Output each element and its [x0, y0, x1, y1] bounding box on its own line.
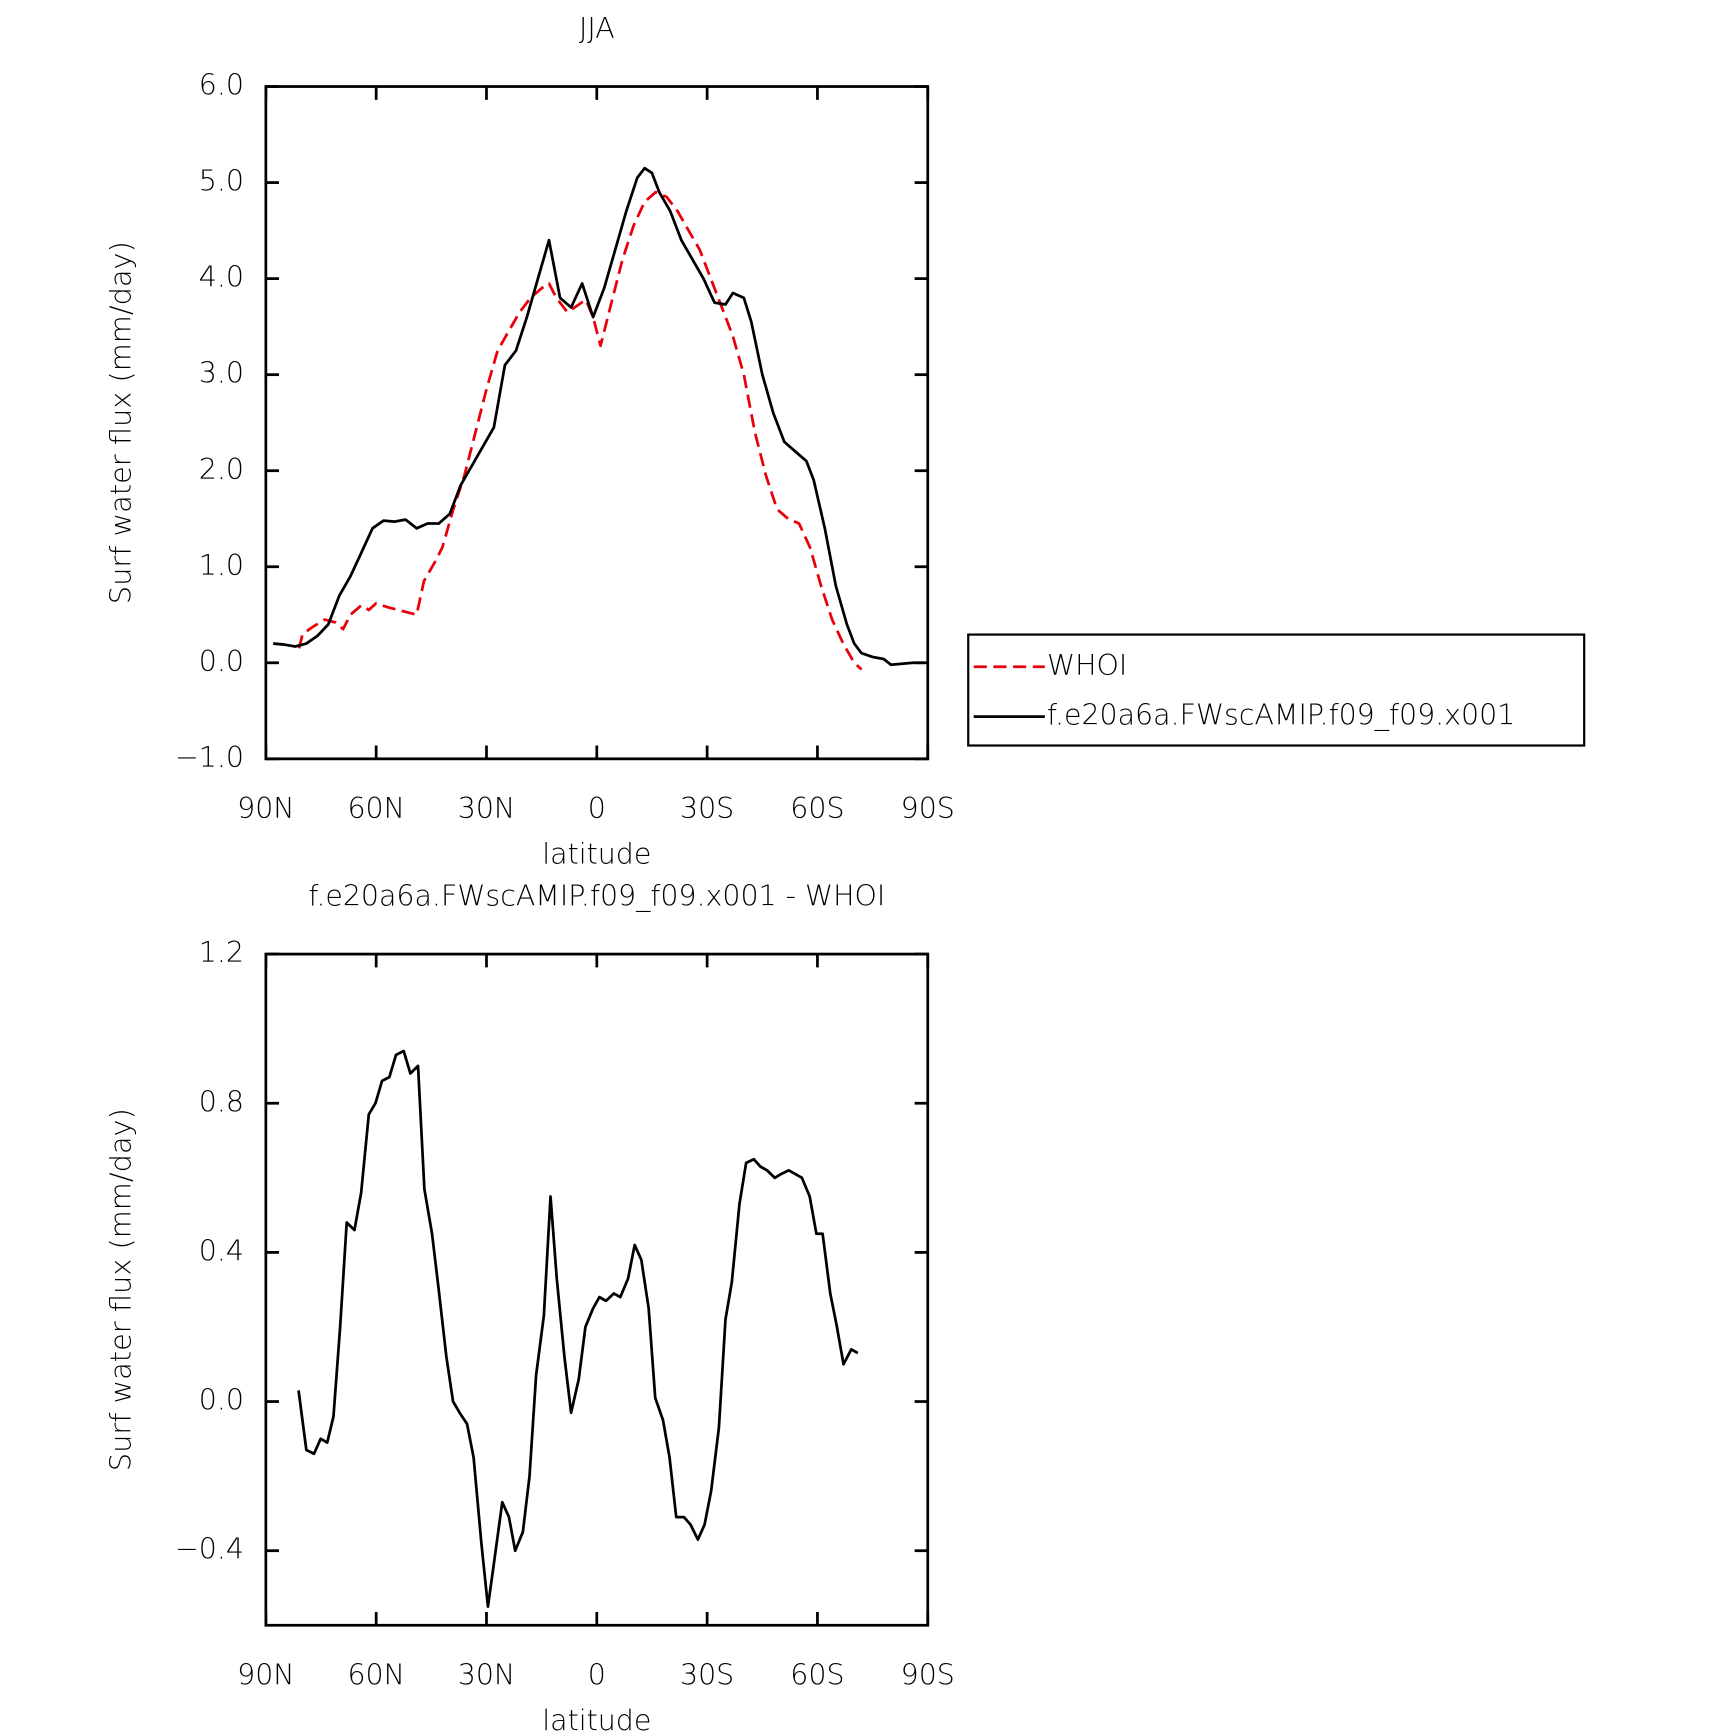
y-tick-label: 0.8 — [199, 1084, 244, 1118]
y-axis-label: Surf water flux (mm/day) — [104, 1108, 138, 1471]
data-line — [297, 190, 863, 671]
y-tick-label: −0.4 — [175, 1532, 244, 1566]
plot-frame — [264, 85, 930, 761]
x-tick-label: 30S — [680, 1657, 734, 1691]
x-tick-label: 60N — [347, 791, 404, 825]
y-tick-label: 1.0 — [199, 548, 244, 582]
x-axis-label: latitude — [542, 836, 651, 870]
x-tick-label: 30N — [458, 791, 515, 825]
y-tick-label: −1.0 — [175, 740, 244, 774]
legend-label: WHOI — [1047, 648, 1127, 682]
x-tick-label: 30N — [458, 1657, 515, 1691]
x-tick-label: 30S — [680, 791, 734, 825]
y-tick-label: 5.0 — [199, 163, 244, 197]
x-tick-label: 90S — [901, 791, 955, 825]
y-axis-label: Surf water flux (mm/day) — [104, 241, 138, 604]
data-line — [297, 1049, 859, 1609]
x-tick-label: 90N — [237, 1657, 294, 1691]
y-tick-label: 0.0 — [199, 1382, 244, 1416]
x-tick-label: 0 — [588, 1657, 606, 1691]
legend-box — [967, 633, 1586, 747]
legend-label: f.e20a6a.FWscAMIP.f09_f09.x001 — [1047, 698, 1515, 733]
x-axis-label: latitude — [542, 1703, 651, 1734]
x-tick-label: 60S — [790, 1657, 844, 1691]
y-tick-label: 6.0 — [199, 67, 244, 101]
y-tick-label: 1.2 — [199, 935, 244, 969]
chart-title: f.e20a6a.FWscAMIP.f09_f09.x001 - WHOI — [308, 878, 885, 913]
chart-title: JJA — [579, 11, 615, 45]
x-tick-label: 60S — [790, 791, 844, 825]
data-line — [273, 166, 925, 667]
y-tick-label: 4.0 — [199, 259, 244, 293]
y-tick-label: 2.0 — [199, 452, 244, 486]
x-tick-label: 90N — [237, 791, 294, 825]
y-tick-label: 0.0 — [199, 644, 244, 678]
x-tick-label: 60N — [347, 1657, 404, 1691]
y-tick-label: 0.4 — [199, 1233, 244, 1267]
x-tick-label: 0 — [588, 791, 606, 825]
y-tick-label: 3.0 — [199, 356, 244, 390]
x-tick-label: 90S — [901, 1657, 955, 1691]
